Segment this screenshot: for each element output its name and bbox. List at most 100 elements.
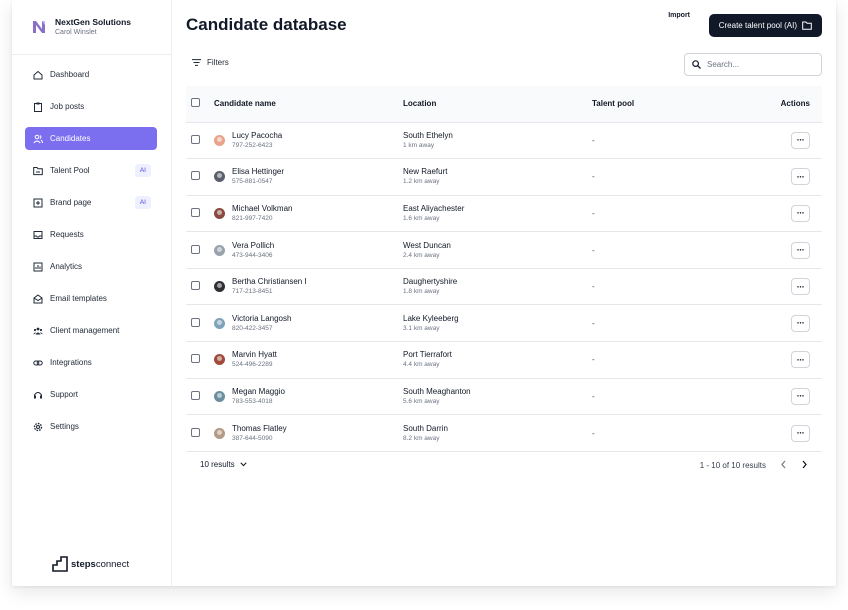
chart-icon <box>33 262 43 272</box>
table-row[interactable]: Elisa Hettinger 575-881-0547 New Raefurt 1.… <box>186 158 822 196</box>
row-checkbox[interactable] <box>191 207 200 217</box>
folder-icon <box>802 21 812 30</box>
actions-cell: ··· <box>752 122 822 160</box>
location-cell: South Darrin 8.2 km away <box>403 414 592 452</box>
results-per-page-select[interactable]: 10 results <box>200 460 247 469</box>
sidebar-item-label: Settings <box>50 422 79 431</box>
more-actions-button[interactable]: ··· <box>791 241 810 259</box>
main-content: Candidate database Import Create talent … <box>172 0 836 586</box>
row-checkbox[interactable] <box>191 244 200 254</box>
candidates-table: Candidate name Location Talent pool Acti… <box>186 86 822 452</box>
row-checkbox[interactable] <box>191 134 200 144</box>
brand-header[interactable]: NextGen Solutions Carol Winslet <box>12 0 171 55</box>
candidate-cell: Victoria Langosh 820-422-3457 <box>214 304 403 343</box>
sidebar-item-job-posts[interactable]: Job posts <box>25 95 157 118</box>
clipboard-icon <box>33 102 43 112</box>
row-checkbox[interactable] <box>191 317 200 327</box>
avatar <box>214 281 225 293</box>
table-row[interactable]: Thomas Flatley 387-644-5090 South Darrin 8.… <box>186 414 822 452</box>
sidebar-item-brand-page[interactable]: Brand page AI <box>25 191 157 214</box>
candidate-name[interactable]: Thomas Flatley <box>232 423 287 433</box>
sidebar-item-settings[interactable]: Settings <box>25 415 157 438</box>
filters-button[interactable]: Filters <box>192 58 229 67</box>
more-actions-button[interactable]: ··· <box>791 314 810 332</box>
table-row[interactable]: Megan Maggio 783-553-4018 South Meaghanton… <box>186 378 822 416</box>
location-name: New Raefurt <box>403 167 448 177</box>
sidebar-item-label: Requests <box>50 230 84 239</box>
sidebar-item-requests[interactable]: Requests <box>25 223 157 246</box>
link-icon <box>33 358 43 368</box>
location-distance: 4.4 km away <box>403 361 440 369</box>
pagination: 10 results 1 - 10 of 10 results <box>186 452 822 480</box>
headset-icon <box>33 390 43 400</box>
location-name: Daughertyshire <box>403 277 458 287</box>
table-row[interactable]: Michael Volkman 821-997-7420 East Aliyache… <box>186 195 822 233</box>
sidebar-item-email-templates[interactable]: Email templates <box>25 287 157 310</box>
folder-icon <box>33 166 43 176</box>
location-name: East Aliyachester <box>403 203 465 213</box>
candidate-phone: 387-644-5090 <box>232 434 273 442</box>
talent-pool-cell: - <box>592 268 752 306</box>
stepsconnect-logo: steps connect <box>52 556 129 572</box>
sidebar-item-support[interactable]: Support <box>25 383 157 406</box>
sidebar-item-client-management[interactable]: Client management <box>25 319 157 342</box>
actions-cell: ··· <box>752 268 822 306</box>
candidate-phone: 717-213-8451 <box>232 288 273 296</box>
row-select-cell <box>186 378 214 416</box>
search-box[interactable] <box>684 53 822 76</box>
sidebar-item-analytics[interactable]: Analytics <box>25 255 157 278</box>
candidate-name[interactable]: Vera Pollich <box>232 240 275 250</box>
column-header-talent-pool[interactable]: Talent pool <box>592 86 752 123</box>
candidate-name[interactable]: Elisa Hettinger <box>232 167 285 177</box>
talent-pool-cell: - <box>592 231 752 269</box>
chevron-right-icon[interactable] <box>800 460 808 469</box>
more-actions-button[interactable]: ··· <box>791 351 810 369</box>
row-select-cell <box>186 122 214 160</box>
logo-text-rest: connect <box>95 558 130 570</box>
candidate-name[interactable]: Marvin Hyatt <box>232 350 277 360</box>
candidate-name[interactable]: Victoria Langosh <box>232 313 292 323</box>
candidate-name[interactable]: Megan Maggio <box>232 386 285 396</box>
sidebar-item-dashboard[interactable]: Dashboard <box>25 63 157 86</box>
location-name: Port Tierrafort <box>403 350 452 360</box>
more-actions-button[interactable]: ··· <box>791 387 810 405</box>
column-header-location[interactable]: Location <box>403 86 592 123</box>
row-checkbox[interactable] <box>191 354 200 364</box>
candidate-name[interactable]: Lucy Pacocha <box>232 130 283 140</box>
candidate-name[interactable]: Bertha Christiansen I <box>232 277 307 287</box>
candidate-name[interactable]: Michael Volkman <box>232 203 293 213</box>
more-actions-button[interactable]: ··· <box>791 278 810 296</box>
search-input[interactable] <box>707 60 807 69</box>
sidebar-item-candidates[interactable]: Candidates <box>25 127 157 150</box>
table-row[interactable]: Lucy Pacocha 797-252-6423 South Ethelyn 1 k… <box>186 122 822 160</box>
talent-pool-value: - <box>592 428 595 438</box>
table-row[interactable]: Marvin Hyatt 524-496-2289 Port Tierrafort 4… <box>186 341 822 379</box>
talent-pool-cell: - <box>592 122 752 160</box>
more-actions-button[interactable]: ··· <box>791 424 810 442</box>
sidebar-item-label: Support <box>50 390 79 399</box>
create-talent-pool-label: Create talent pool (AI) <box>718 21 797 30</box>
candidate-phone: 797-252-6423 <box>232 141 273 149</box>
more-actions-button[interactable]: ··· <box>791 131 810 149</box>
chevron-left-icon[interactable] <box>780 460 788 469</box>
select-all-checkbox[interactable] <box>191 98 200 108</box>
table-row[interactable]: Bertha Christiansen I 717-213-8451 Daugher… <box>186 268 822 306</box>
table-row[interactable]: Vera Pollich 473-944-3406 West Duncan 2.4 k… <box>186 231 822 269</box>
import-button[interactable]: Import <box>668 12 690 19</box>
location-cell: Lake Kyleeberg 3.1 km away <box>403 304 592 343</box>
row-checkbox[interactable] <box>191 171 200 181</box>
app-window: NextGen Solutions Carol Winslet Dashboar… <box>12 0 836 586</box>
row-checkbox[interactable] <box>191 427 200 437</box>
create-talent-pool-button[interactable]: Create talent pool (AI) <box>708 14 822 37</box>
column-header-name[interactable]: Candidate name <box>214 86 403 123</box>
select-all-cell <box>186 86 214 123</box>
sidebar-item-talent-pool[interactable]: Talent Pool AI <box>25 159 157 182</box>
candidate-cell: Thomas Flatley 387-644-5090 <box>214 414 403 452</box>
more-actions-button[interactable]: ··· <box>791 204 810 222</box>
row-select-cell <box>186 195 214 233</box>
more-actions-button[interactable]: ··· <box>791 168 810 186</box>
row-checkbox[interactable] <box>191 390 200 400</box>
sidebar-item-integrations[interactable]: Integrations <box>25 351 157 374</box>
table-row[interactable]: Victoria Langosh 820-422-3457 Lake Kyleebe… <box>186 304 822 343</box>
row-checkbox[interactable] <box>191 281 200 291</box>
